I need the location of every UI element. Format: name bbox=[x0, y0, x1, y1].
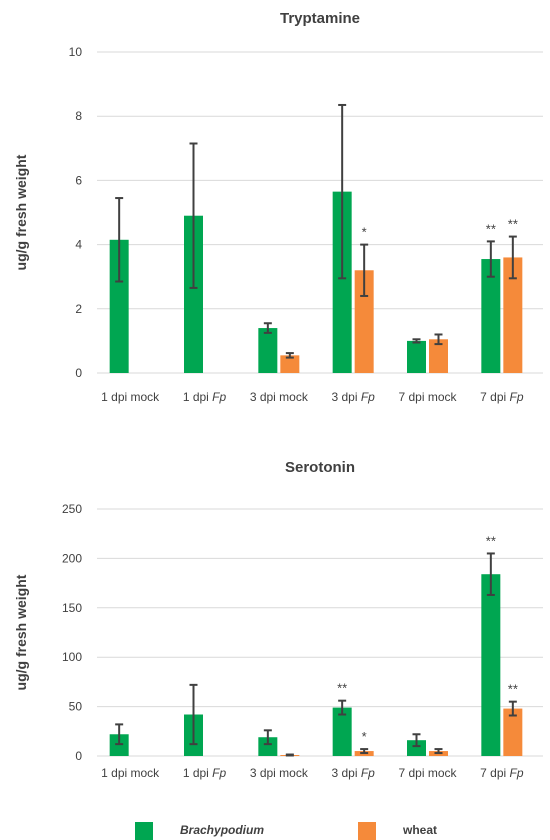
y-tick-label: 2 bbox=[75, 302, 82, 316]
x-tick-label: 7 dpi mock bbox=[398, 766, 457, 780]
bar-brachypodium bbox=[258, 328, 278, 373]
x-tick-label: 7 dpi Fp bbox=[480, 766, 524, 780]
legend-label-brachypodium: Brachypodium bbox=[180, 823, 264, 837]
bar-brachypodium bbox=[332, 707, 352, 756]
bar-brachypodium bbox=[332, 191, 352, 373]
x-tick-prefix: 3 dpi bbox=[250, 766, 279, 780]
legend-label-wheat: wheat bbox=[402, 823, 437, 837]
x-tick-prefix: 7 dpi bbox=[398, 766, 427, 780]
chart-title: Serotonin bbox=[285, 459, 355, 476]
x-tick-suffix: Fp bbox=[361, 766, 375, 780]
y-tick-label: 0 bbox=[75, 749, 82, 763]
x-tick-label: 1 dpi Fp bbox=[183, 390, 227, 404]
x-tick-prefix: 7 dpi bbox=[398, 390, 427, 404]
x-tick-suffix: mock bbox=[279, 766, 309, 780]
bar-brachypodium bbox=[258, 737, 278, 756]
y-tick-label: 50 bbox=[69, 700, 83, 714]
y-tick-label: 0 bbox=[75, 366, 82, 380]
tryptamine-chart: Tryptamine ug/g fresh weight 0 2 4 6 8 10 1 dpi … bbox=[13, 10, 543, 404]
y-tick-label: 6 bbox=[75, 173, 82, 187]
x-tick-label: 3 dpi mock bbox=[250, 390, 309, 404]
x-tick-label: 3 dpi Fp bbox=[331, 390, 375, 404]
x-tick-prefix: 3 dpi bbox=[331, 390, 360, 404]
x-tick-prefix: 7 dpi bbox=[480, 390, 509, 404]
significance-marker: ** bbox=[508, 217, 518, 232]
significance-marker: * bbox=[362, 729, 367, 744]
x-tick-prefix: 1 dpi bbox=[183, 766, 212, 780]
y-tick-label: 250 bbox=[62, 502, 82, 516]
y-tick-label: 200 bbox=[62, 551, 82, 565]
x-tick-label: 1 dpi Fp bbox=[183, 766, 227, 780]
bar-brachypodium bbox=[184, 215, 203, 373]
x-tick-suffix: Fp bbox=[510, 390, 524, 404]
y-tick-label: 100 bbox=[62, 650, 82, 664]
x-tick-suffix: mock bbox=[131, 766, 161, 780]
y-tick-label: 8 bbox=[75, 109, 82, 123]
significance-marker: ** bbox=[486, 221, 496, 236]
x-tick-label: 1 dpi mock bbox=[101, 766, 160, 780]
x-tick-prefix: 3 dpi bbox=[250, 390, 279, 404]
x-tick-label: 7 dpi mock bbox=[398, 390, 457, 404]
x-tick-label: 3 dpi mock bbox=[250, 766, 309, 780]
x-tick-suffix: mock bbox=[428, 766, 458, 780]
bar-wheat bbox=[503, 708, 523, 756]
legend: Brachypodium wheat bbox=[135, 822, 437, 840]
significance-marker: * bbox=[362, 225, 367, 240]
significance-marker: ** bbox=[337, 681, 347, 696]
bar-brachypodium bbox=[481, 574, 501, 756]
legend-swatch-wheat bbox=[358, 822, 376, 840]
y-tick-label: 150 bbox=[62, 601, 82, 615]
significance-marker: ** bbox=[508, 682, 518, 697]
y-axis-label: ug/g fresh weight bbox=[13, 574, 29, 690]
y-tick-label: 10 bbox=[69, 45, 83, 59]
x-tick-prefix: 1 dpi bbox=[101, 766, 130, 780]
x-tick-prefix: 3 dpi bbox=[331, 766, 360, 780]
bar-brachypodium bbox=[109, 239, 129, 373]
x-tick-label: 7 dpi Fp bbox=[480, 390, 524, 404]
bar-wheat bbox=[280, 355, 300, 373]
chart-title: Tryptamine bbox=[280, 10, 360, 27]
x-tick-prefix: 1 dpi bbox=[183, 390, 212, 404]
bar-wheat bbox=[354, 270, 374, 373]
bar-wheat bbox=[429, 339, 448, 373]
x-tick-prefix: 7 dpi bbox=[480, 766, 509, 780]
y-axis-label: ug/g fresh weight bbox=[13, 154, 29, 270]
serotonin-chart: Serotonin ug/g fresh weight 0 50 100 150 200 25… bbox=[13, 459, 543, 780]
legend-swatch-brachypodium bbox=[135, 822, 153, 840]
x-tick-suffix: mock bbox=[131, 390, 161, 404]
x-tick-label: 1 dpi mock bbox=[101, 390, 160, 404]
bar-brachypodium bbox=[407, 740, 426, 756]
bar-brachypodium bbox=[481, 259, 501, 373]
x-tick-prefix: 1 dpi bbox=[101, 390, 130, 404]
x-tick-suffix: mock bbox=[428, 390, 458, 404]
y-tick-label: 4 bbox=[75, 238, 82, 252]
x-tick-suffix: Fp bbox=[510, 766, 524, 780]
bar-wheat bbox=[503, 257, 523, 373]
bar-brachypodium bbox=[407, 340, 426, 373]
significance-marker: ** bbox=[486, 533, 496, 548]
x-tick-suffix: mock bbox=[279, 390, 309, 404]
x-tick-suffix: Fp bbox=[361, 390, 375, 404]
x-tick-label: 3 dpi Fp bbox=[331, 766, 375, 780]
x-tick-suffix: Fp bbox=[212, 766, 226, 780]
x-tick-suffix: Fp bbox=[212, 390, 226, 404]
